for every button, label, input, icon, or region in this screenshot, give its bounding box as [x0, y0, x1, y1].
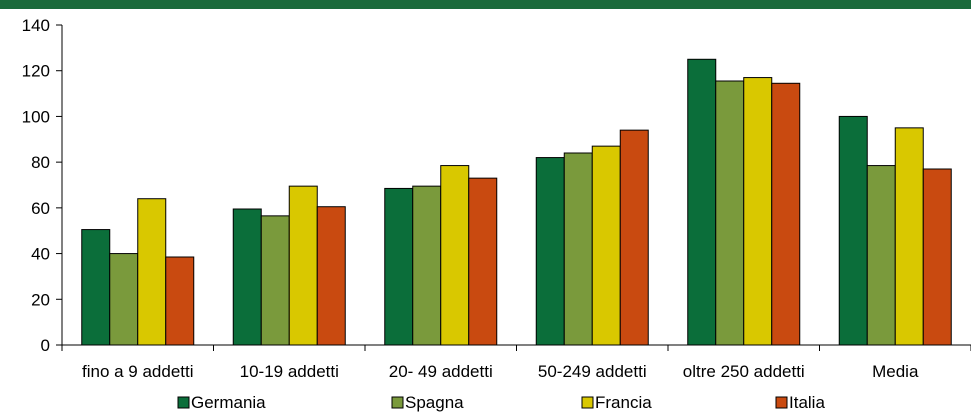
bar	[109, 253, 139, 346]
y-tick-label: 60	[31, 199, 50, 218]
bar	[260, 215, 290, 346]
legend-swatch	[581, 396, 594, 409]
legend-swatch	[177, 396, 190, 409]
legend-label: Italia	[789, 393, 825, 412]
bar	[591, 145, 621, 346]
bar	[894, 127, 924, 346]
bar	[81, 229, 111, 346]
bar	[771, 82, 801, 346]
bar	[384, 187, 414, 346]
header-band	[0, 0, 971, 9]
bar	[440, 165, 470, 346]
y-tick-label: 140	[22, 16, 50, 35]
bar	[232, 208, 262, 346]
legend-swatch	[391, 396, 404, 409]
y-tick-label: 20	[31, 290, 50, 309]
bar	[468, 177, 498, 346]
x-category-label: oltre 250 addetti	[683, 362, 805, 381]
bar	[866, 165, 896, 346]
x-category-label: Media	[872, 362, 919, 381]
bar	[838, 115, 868, 346]
bar	[743, 77, 773, 346]
y-tick-label: 120	[22, 62, 50, 81]
bar	[165, 256, 195, 346]
bar	[412, 185, 442, 346]
legend: Germania Spagna Francia Italia	[177, 393, 825, 412]
x-category-label: 10-19 addetti	[240, 362, 339, 381]
bar	[535, 157, 565, 346]
y-tick-label: 40	[31, 245, 50, 264]
x-axis: fino a 9 addetti 10-19 addetti 20- 49 adde…	[61, 344, 971, 381]
bar	[137, 198, 167, 346]
y-tick-label: 80	[31, 153, 50, 172]
bar	[563, 152, 593, 346]
x-category-label: 50-249 addetti	[538, 362, 647, 381]
legend-label: Germania	[191, 393, 266, 412]
y-axis: 0 20 40 60 80 100 120 140	[22, 16, 63, 355]
bar	[619, 129, 649, 346]
x-category-label: 20- 49 addetti	[389, 362, 493, 381]
y-tick-label: 100	[22, 107, 50, 126]
bar	[687, 58, 717, 346]
bar	[922, 168, 952, 346]
x-category-label: fino a 9 addetti	[82, 362, 194, 381]
bar	[715, 80, 745, 346]
legend-label: Francia	[595, 393, 652, 412]
legend-label: Spagna	[405, 393, 464, 412]
bar	[316, 206, 346, 346]
bar	[288, 185, 318, 346]
bars	[81, 58, 952, 346]
legend-swatch	[775, 396, 788, 409]
y-tick-label: 0	[41, 336, 50, 355]
